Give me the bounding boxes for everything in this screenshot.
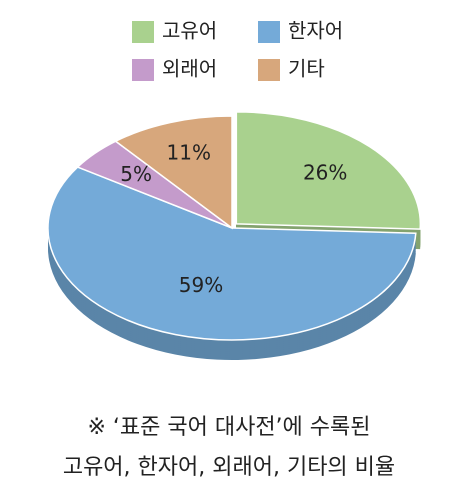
- legend-label: 외래어: [162, 57, 217, 81]
- data-label: 5%: [120, 162, 152, 186]
- legend-swatch: [258, 59, 280, 81]
- caption: 고유어, 한자어, 외래어, 기타의 비율: [63, 455, 395, 480]
- slice: [235, 111, 422, 230]
- data-label: 26%: [303, 160, 347, 184]
- caption: ※ ‘표준 국어 대사전’에 수록된: [87, 415, 370, 440]
- data-label: 11%: [167, 141, 211, 165]
- slice: [47, 166, 417, 341]
- legend-swatch: [132, 21, 154, 43]
- legend-swatch: [132, 59, 154, 81]
- slice: [114, 115, 233, 230]
- legend-swatch: [258, 21, 280, 43]
- data-label: 59%: [179, 273, 223, 297]
- legend-label: 한자어: [288, 19, 343, 43]
- legend-label: 기타: [288, 57, 325, 81]
- legend-label: 고유어: [162, 19, 217, 43]
